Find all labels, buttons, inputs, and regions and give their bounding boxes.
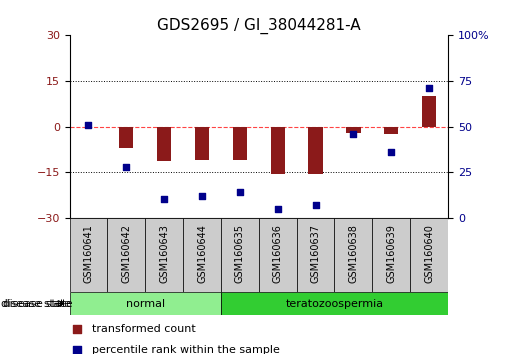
Point bbox=[73, 348, 81, 353]
Bar bbox=[221, 218, 259, 292]
Bar bbox=[145, 218, 183, 292]
Bar bbox=[259, 218, 297, 292]
Bar bbox=[346, 127, 360, 133]
Bar bbox=[410, 218, 448, 292]
Text: GSM160639: GSM160639 bbox=[386, 224, 396, 282]
Point bbox=[312, 202, 320, 208]
Point bbox=[425, 85, 433, 91]
Bar bbox=[308, 127, 323, 174]
Point bbox=[84, 122, 93, 127]
Text: transformed count: transformed count bbox=[92, 324, 196, 334]
Bar bbox=[270, 127, 285, 174]
Text: GSM160644: GSM160644 bbox=[197, 224, 207, 282]
Bar bbox=[183, 218, 221, 292]
Text: GSM160643: GSM160643 bbox=[159, 224, 169, 282]
Bar bbox=[119, 127, 133, 148]
Point bbox=[273, 206, 282, 211]
Bar bbox=[157, 127, 171, 161]
Text: GSM160637: GSM160637 bbox=[311, 224, 320, 282]
Bar bbox=[372, 218, 410, 292]
Bar bbox=[70, 218, 107, 292]
Text: percentile rank within the sample: percentile rank within the sample bbox=[92, 346, 280, 354]
Bar bbox=[297, 218, 335, 292]
Text: disease state: disease state bbox=[2, 298, 71, 309]
Text: GSM160640: GSM160640 bbox=[424, 224, 434, 282]
Text: GSM160636: GSM160636 bbox=[273, 224, 283, 282]
Bar bbox=[70, 292, 221, 315]
Point bbox=[387, 149, 396, 155]
Bar bbox=[233, 127, 247, 160]
Text: GSM160641: GSM160641 bbox=[83, 224, 93, 282]
Bar bbox=[221, 292, 448, 315]
Text: GSM160638: GSM160638 bbox=[349, 224, 358, 282]
Bar bbox=[107, 218, 145, 292]
Bar bbox=[384, 127, 399, 134]
Point bbox=[349, 131, 357, 137]
Bar bbox=[195, 127, 209, 160]
Point bbox=[236, 189, 244, 195]
Point bbox=[198, 193, 206, 199]
Bar bbox=[422, 96, 436, 127]
Bar bbox=[335, 218, 372, 292]
Text: GSM160642: GSM160642 bbox=[122, 224, 131, 282]
Text: GSM160635: GSM160635 bbox=[235, 224, 245, 282]
Title: GDS2695 / GI_38044281-A: GDS2695 / GI_38044281-A bbox=[157, 18, 360, 34]
Point bbox=[73, 326, 81, 332]
Point bbox=[160, 197, 168, 202]
Text: teratozoospermia: teratozoospermia bbox=[285, 298, 384, 309]
Text: normal: normal bbox=[126, 298, 165, 309]
Point bbox=[122, 164, 130, 170]
Text: disease state: disease state bbox=[3, 298, 72, 309]
